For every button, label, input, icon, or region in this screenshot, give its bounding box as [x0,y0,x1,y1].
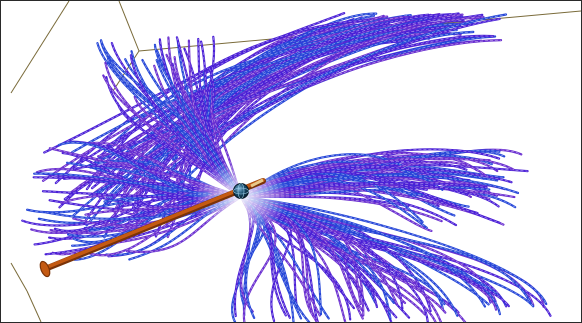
streamline-highlight [31,196,242,234]
sphere-probe-icon[interactable] [233,183,249,199]
streamline-highlight [22,196,242,226]
streamline-highlight [210,91,242,198]
streamline-highlight [86,36,480,167]
room-edge [10,1,70,94]
streamline-highlight [155,20,464,237]
streamline-highlight [131,51,242,198]
streamline-highlight [240,176,432,232]
streamline-highlight [89,16,412,166]
streamline-highlight [158,23,475,162]
rod-tip [250,178,264,188]
streamline-highlight [240,196,501,315]
streamline-highlight [54,190,242,232]
streamline-highlight [240,155,515,198]
streamline-highlight [240,150,505,198]
streamline-highlight [156,60,242,198]
probe-grid-line [237,183,245,199]
streamline-highlight [94,16,484,194]
seed-rod-icon[interactable] [38,178,266,278]
room-edge [26,290,42,322]
streamline-highlight [240,174,519,198]
streamline-highlight [240,196,355,309]
streamline-highlight [49,147,242,198]
streamline-highlight [126,196,242,253]
streamline-highlight [55,19,395,184]
streamline-highlight [240,164,528,198]
streamline-highlight [240,196,362,304]
streamline-highlight [42,190,242,199]
rod-end-cap [39,260,51,278]
streamline-highlight [46,196,242,220]
streamline-highlight [164,14,506,176]
streamline-highlight [174,27,409,152]
streamline-highlight [240,196,531,303]
streamline-highlight [240,196,364,304]
streamline-highlight [240,196,446,313]
rod-body [43,178,265,270]
probe-sphere [233,183,249,199]
room-edge [10,262,28,292]
streamline-highlight [188,40,242,198]
streamline-highlight [97,43,242,198]
streamline-highlight [107,17,481,190]
streamline-highlight [240,196,276,322]
probe-grid-line [233,187,249,195]
streamline-highlight [72,29,457,153]
streamline-highlight [73,165,242,198]
streamline-highlight [240,187,490,198]
streamline-highlight [45,196,242,255]
streamline-highlight [240,196,510,307]
streamline-highlight [240,171,460,210]
streamline-highlight [240,196,395,303]
streamline-highlight [115,23,408,182]
streamline-highlight [128,13,451,223]
streamline-highlight [44,27,341,153]
streamline-highlight [240,196,466,322]
streamline-highlight [130,55,242,198]
streamline-highlight [240,196,378,308]
streamline-bundle [21,12,552,322]
streamline-highlight [240,152,477,198]
streamline-highlight [134,96,242,198]
room-edge [118,1,140,52]
streamline-highlight [197,39,242,198]
